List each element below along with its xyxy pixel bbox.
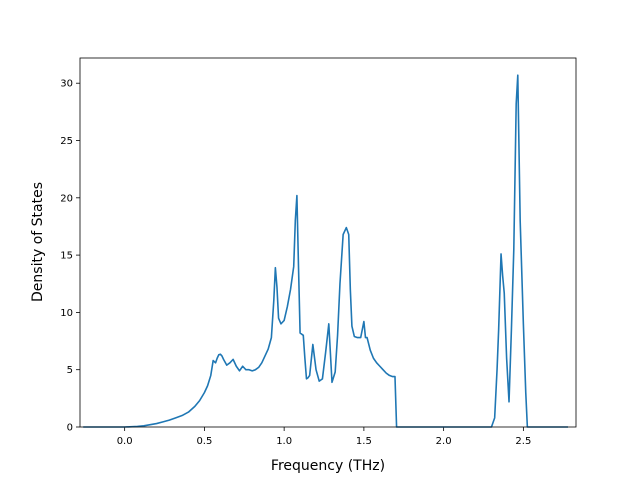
y-axis-label: Density of States xyxy=(30,182,46,302)
y-tick-label: 25 xyxy=(60,136,73,147)
x-axis-label: Frequency (THz) xyxy=(271,458,385,474)
x-tick-label: 1.5 xyxy=(356,436,372,447)
y-tick-label: 20 xyxy=(60,193,73,204)
y-axis-ticks: 0 5 10 15 20 25 30 xyxy=(60,79,80,434)
y-tick-label: 5 xyxy=(67,365,73,376)
y-tick-label: 0 xyxy=(67,423,73,434)
y-tick-label: 30 xyxy=(60,79,73,90)
x-tick-label: 2.0 xyxy=(436,436,452,447)
plot-area-background xyxy=(80,58,576,427)
y-tick-label: 15 xyxy=(60,251,73,262)
x-tick-label: 1.0 xyxy=(276,436,292,447)
x-tick-label: 0.0 xyxy=(117,436,133,447)
x-tick-label: 0.5 xyxy=(196,436,212,447)
x-tick-label: 2.5 xyxy=(515,436,531,447)
x-axis-ticks: 0.0 0.5 1.0 1.5 2.0 2.5 xyxy=(117,427,531,447)
plot-frame xyxy=(79,57,577,428)
y-tick-label: 10 xyxy=(60,308,73,319)
